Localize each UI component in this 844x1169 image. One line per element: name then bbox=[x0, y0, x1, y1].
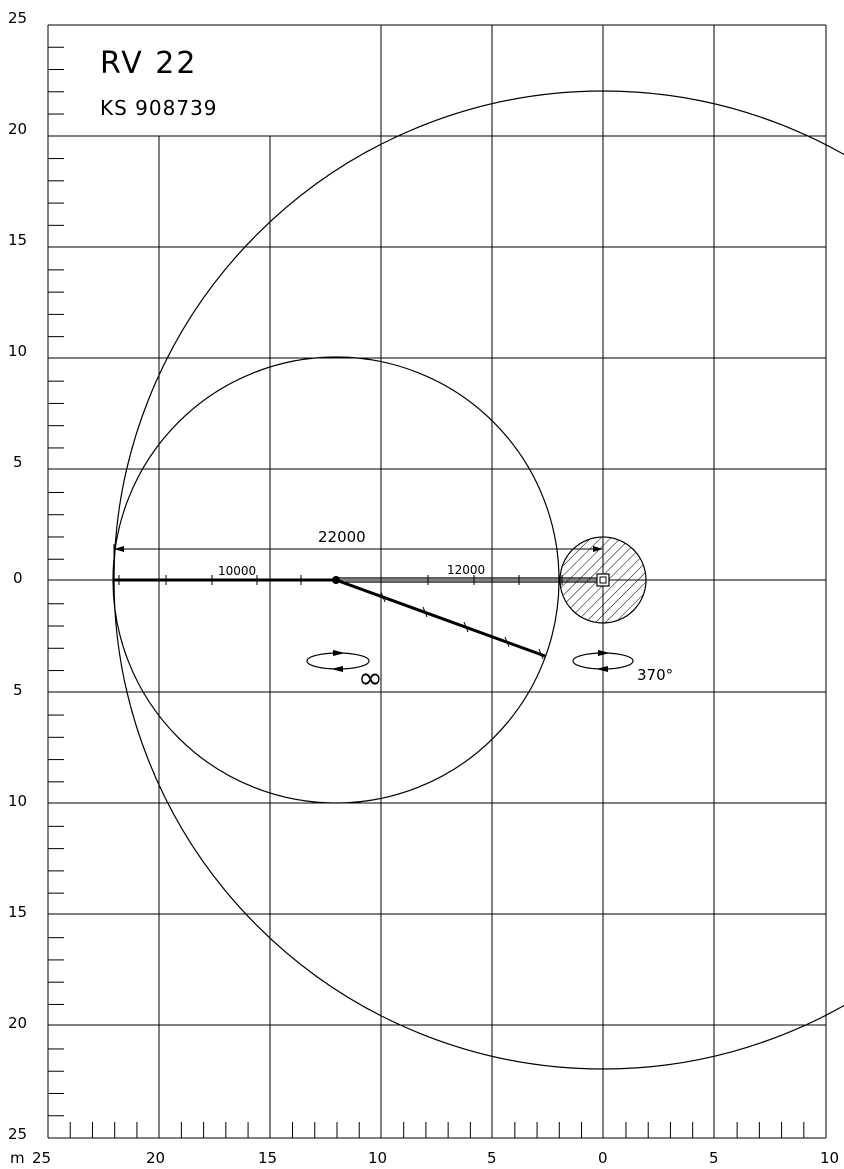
horizontal-boom: 10000 12000 bbox=[114, 563, 598, 585]
infinity-label: ∞ bbox=[358, 661, 383, 696]
left-tick-label: 10 bbox=[8, 342, 27, 360]
left-tick-label: 15 bbox=[8, 903, 27, 921]
first-boom-label: 10000 bbox=[218, 564, 256, 578]
left-tick-label: 5 bbox=[13, 681, 23, 699]
bottom-axis-labels: m 25 20 15 10 5 0 5 10 bbox=[10, 1149, 839, 1167]
left-tick-label: 15 bbox=[8, 231, 27, 249]
left-tick-label: 5 bbox=[13, 453, 23, 471]
bottom-tick-label: 10 bbox=[820, 1149, 839, 1167]
bottom-minor-ticks bbox=[69, 1122, 805, 1138]
bottom-tick-label: 20 bbox=[146, 1149, 165, 1167]
swung-boom-tick bbox=[463, 621, 469, 633]
left-tick-label: 10 bbox=[8, 792, 27, 810]
swung-boom-tick bbox=[504, 636, 510, 648]
swung-boom-tick bbox=[538, 648, 544, 660]
bottom-tick-label: 5 bbox=[709, 1149, 719, 1167]
model-subtitle: KS 908739 bbox=[100, 96, 218, 120]
swung-boom bbox=[332, 576, 546, 660]
left-minor-ticks bbox=[48, 46, 64, 1117]
left-axis-labels: 25 20 15 10 5 0 5 10 15 20 25 bbox=[8, 9, 27, 1143]
dimension-total-label: 22000 bbox=[318, 528, 366, 546]
second-boom-label: 12000 bbox=[447, 563, 485, 577]
inner-reach-circle bbox=[112, 356, 560, 804]
turret-base bbox=[559, 536, 647, 624]
slew-rotation-symbol: 370° bbox=[572, 650, 673, 684]
left-tick-label: 0 bbox=[13, 569, 23, 587]
bottom-tick-label: 5 bbox=[487, 1149, 497, 1167]
bottom-tick-label: 15 bbox=[258, 1149, 277, 1167]
left-tick-label: 20 bbox=[8, 120, 27, 138]
left-tick-label: 25 bbox=[8, 1125, 27, 1143]
swung-boom-joints bbox=[380, 591, 544, 660]
left-tick-label: 25 bbox=[8, 9, 27, 27]
bottom-tick-label: 10 bbox=[368, 1149, 387, 1167]
bottom-tick-label: 25 bbox=[32, 1149, 51, 1167]
model-title: RV 22 bbox=[100, 46, 197, 81]
unit-label: m bbox=[10, 1149, 25, 1167]
boom-joints bbox=[118, 575, 563, 585]
infinite-rotation-symbol: ∞ bbox=[306, 650, 383, 696]
swung-boom-tick bbox=[380, 591, 386, 603]
dimension-22000: 22000 bbox=[113, 528, 603, 580]
boom-joint-pivot bbox=[332, 576, 340, 584]
left-tick-label: 20 bbox=[8, 1014, 27, 1032]
slew-angle-label: 370° bbox=[637, 666, 673, 684]
swung-boom-tick bbox=[422, 606, 428, 618]
bottom-tick-label: 0 bbox=[598, 1149, 608, 1167]
